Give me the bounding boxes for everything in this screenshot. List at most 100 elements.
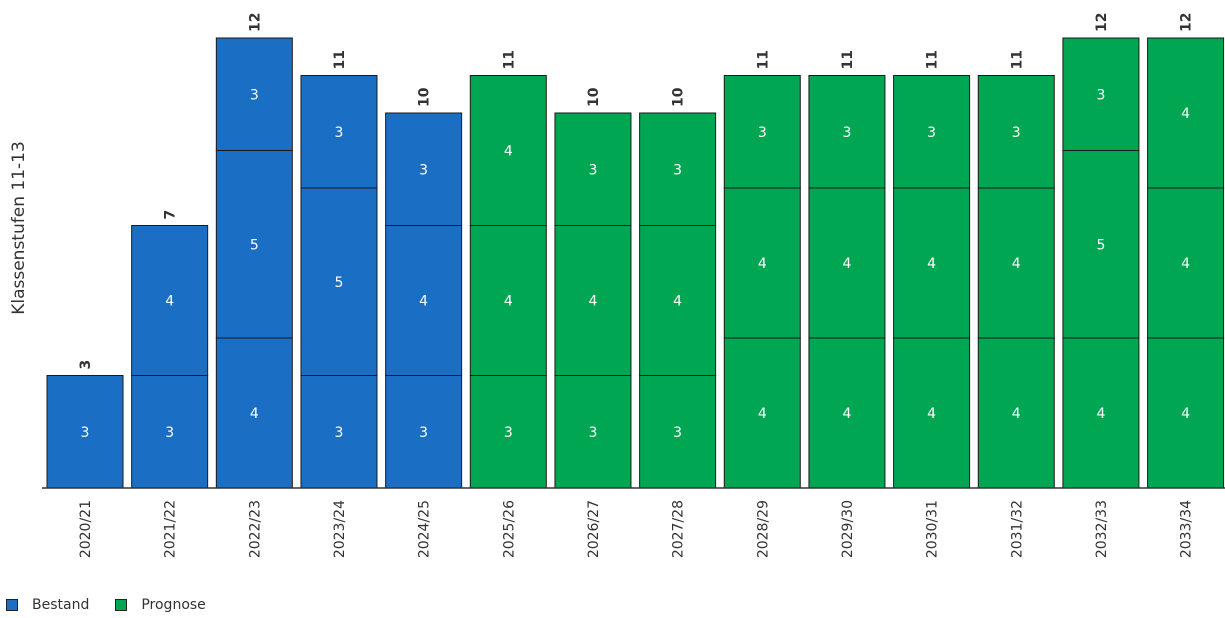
stacked-bar-chart: 3 3 3 4 7 4 5 3 12 3 5 3 11 3 4 3 10 3 4 4 11 3 4 3 10 3 4 3 10 4 4 3 11… — [9, 13, 1225, 558]
segment-value-label: 3 — [758, 125, 767, 141]
segment-value-label: 4 — [1181, 256, 1190, 272]
segment-value-label: 3 — [81, 425, 90, 441]
bar-segment — [723, 75, 801, 189]
segment-value-label: 4 — [419, 294, 428, 310]
bar-segment — [215, 337, 293, 489]
bar-segment — [808, 187, 886, 339]
bar-segment — [554, 375, 632, 489]
legend: Bestand Prognose — [6, 597, 232, 613]
bar-segment — [385, 375, 463, 489]
segment-value-label: 4 — [504, 144, 513, 160]
segment-value-label: 4 — [588, 294, 597, 310]
segment-value-label: 3 — [842, 125, 851, 141]
segment-value-label: 4 — [1012, 256, 1021, 272]
legend-swatch-bestand — [6, 599, 18, 611]
segment-value-label: 3 — [588, 425, 597, 441]
segment-value-label: 4 — [1096, 406, 1105, 422]
segment-value-label: 3 — [673, 425, 682, 441]
bar-segment — [723, 187, 801, 339]
bar-segment — [46, 375, 124, 489]
y-axis-title: Klassenstufen 11-13 — [9, 141, 29, 315]
segment-value-label: 3 — [927, 125, 936, 141]
bar-total-label: 10 — [417, 87, 433, 107]
segment-value-label: 3 — [250, 87, 259, 103]
bar-segment — [808, 75, 886, 189]
bar-segment — [977, 187, 1055, 339]
legend-item-prognose: Prognose — [115, 597, 206, 613]
bar-segment — [215, 37, 293, 151]
legend-swatch-prognose — [115, 599, 128, 611]
x-tick-label: 2022/23 — [247, 500, 263, 558]
segment-value-label: 3 — [588, 162, 597, 178]
x-tick-labels: 2020/21 2021/22 2022/23 2023/24 2024/25 2025/… — [78, 500, 1195, 558]
bar-segment — [385, 112, 463, 226]
segment-value-label: 4 — [842, 256, 851, 272]
segment-value-label: 4 — [504, 294, 513, 310]
bar-segment — [1147, 37, 1225, 189]
segment-value-label: 3 — [419, 425, 428, 441]
bars-group: 3 3 3 4 7 4 5 3 12 3 5 3 11 3 4 3 10 3 4 4 11 3 4 3 10 3 4 3 10 4 4 3 11… — [46, 13, 1225, 489]
bar-segment — [385, 225, 463, 376]
segment-value-label: 4 — [1181, 106, 1190, 122]
bar-segment — [554, 112, 632, 226]
segment-value-label: 3 — [335, 425, 344, 441]
segment-value-label: 5 — [1096, 237, 1105, 253]
x-tick-label: 2026/27 — [586, 500, 602, 558]
bar-segment — [639, 225, 717, 376]
segment-value-label: 4 — [673, 294, 682, 310]
bar-segment — [893, 187, 971, 339]
bar-segment — [893, 75, 971, 189]
bar-segment — [131, 375, 209, 489]
bar-total-label: 7 — [163, 210, 179, 220]
x-tick-label: 2024/25 — [417, 500, 433, 558]
bar-total-label: 11 — [501, 50, 517, 69]
bar-segment — [300, 75, 378, 189]
segment-value-label: 4 — [1012, 406, 1021, 422]
bar-segment — [554, 225, 632, 376]
x-tick-label: 2025/26 — [501, 500, 517, 558]
segment-value-label: 3 — [504, 425, 513, 441]
bar-segment — [977, 75, 1055, 189]
bar-segment — [1062, 150, 1140, 339]
bar-total-label: 12 — [1179, 13, 1195, 32]
bar-segment — [131, 225, 209, 376]
x-tick-label: 2021/22 — [163, 500, 179, 558]
segment-value-label: 4 — [1181, 406, 1190, 422]
bar-segment — [639, 112, 717, 226]
bar-segment — [1147, 187, 1225, 339]
bar-total-label: 11 — [840, 50, 856, 69]
bar-segment — [1147, 337, 1225, 489]
bar-segment — [639, 375, 717, 489]
segment-value-label: 4 — [927, 256, 936, 272]
x-tick-label: 2029/30 — [840, 500, 856, 558]
bar-total-label: 11 — [1009, 50, 1025, 69]
segment-value-label: 3 — [165, 425, 174, 441]
bar-segment — [808, 337, 886, 489]
legend-item-bestand: Bestand — [6, 597, 89, 613]
bar-segment — [1062, 37, 1140, 151]
segment-value-label: 4 — [758, 256, 767, 272]
segment-value-label: 5 — [335, 275, 344, 291]
x-tick-label: 2033/34 — [1179, 500, 1195, 558]
x-tick-label: 2027/28 — [671, 500, 687, 558]
x-tick-label: 2032/33 — [1094, 500, 1110, 558]
segment-value-label: 4 — [842, 406, 851, 422]
segment-value-label: 4 — [250, 406, 259, 422]
bar-total-label: 12 — [247, 13, 263, 32]
bar-segment — [215, 150, 293, 339]
x-tick-label: 2031/32 — [1009, 500, 1025, 558]
bar-total-label: 3 — [78, 360, 94, 370]
bar-total-label: 11 — [755, 50, 771, 69]
segment-value-label: 4 — [758, 406, 767, 422]
segment-value-label: 3 — [419, 162, 428, 178]
x-tick-label: 2020/21 — [78, 500, 94, 558]
x-tick-label: 2030/31 — [925, 500, 941, 558]
bar-total-label: 12 — [1094, 13, 1110, 32]
segment-value-label: 5 — [250, 237, 259, 253]
segment-value-label: 3 — [335, 125, 344, 141]
segment-value-label: 3 — [673, 162, 682, 178]
bar-segment — [893, 337, 971, 489]
legend-label-bestand: Bestand — [32, 597, 90, 613]
segment-value-label: 3 — [1096, 87, 1105, 103]
bar-segment — [300, 187, 378, 376]
